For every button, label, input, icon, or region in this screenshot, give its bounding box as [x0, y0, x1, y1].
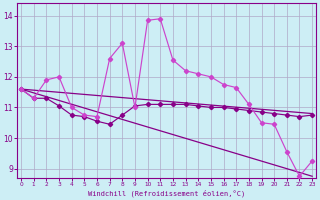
- X-axis label: Windchill (Refroidissement éolien,°C): Windchill (Refroidissement éolien,°C): [88, 189, 245, 197]
